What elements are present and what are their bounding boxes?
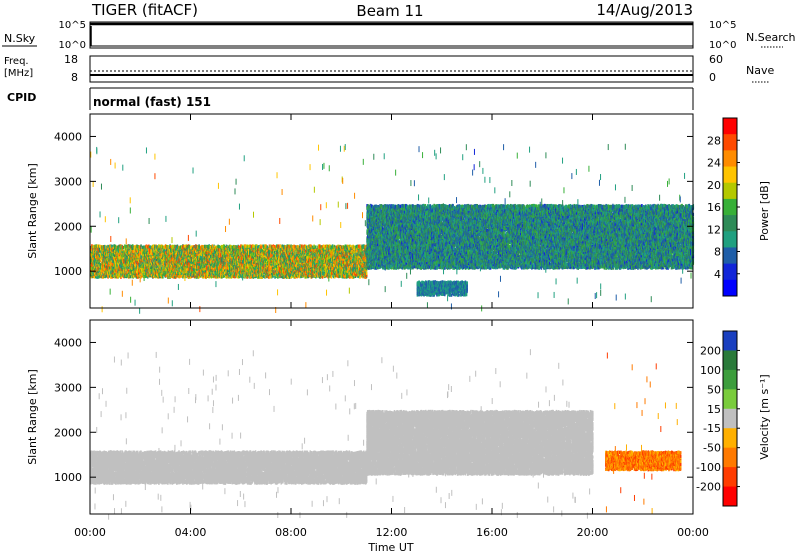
data-cell (96, 249, 98, 254)
data-cell (90, 265, 93, 269)
data-cell (94, 258, 97, 262)
freq-label: Freq. (4, 56, 29, 67)
cpid-label: CPID (7, 91, 36, 104)
beam-title: Beam 11 (356, 2, 423, 20)
data-cell (98, 252, 101, 256)
data-cell (97, 263, 99, 267)
data-cell (98, 272, 100, 277)
data-cell (95, 255, 97, 259)
data-cell (91, 268, 94, 272)
nsky-tick-bottom: 10^0 (59, 40, 86, 51)
data-cell (98, 246, 100, 250)
data-cell (93, 256, 96, 260)
nave-tick-top: 60 (709, 53, 723, 66)
data-cell (98, 261, 100, 265)
data-cell (91, 259, 94, 263)
data-cell (93, 262, 96, 267)
nsearch-label: N.Search (746, 31, 796, 44)
power-marks (90, 143, 695, 314)
data-cell (99, 259, 102, 263)
radar-title: TIGER (fitACF) (91, 1, 198, 19)
nave-label: Nave (746, 64, 774, 77)
freq-panel: Freq. [MHz] 18 8 60 0 Nave (4, 53, 774, 84)
data-cell (90, 254, 92, 259)
freq-tick-bottom: 8 (71, 71, 78, 84)
data-cell (91, 266, 94, 270)
data-cell (97, 269, 99, 274)
freq-unit: [MHz] (4, 68, 33, 79)
data-cell (92, 247, 95, 251)
data-cell (91, 252, 94, 257)
data-cell (90, 275, 93, 279)
nsky-panel: N.Sky 10^5 10^0 10^5 10^0 N.Search (2, 20, 796, 51)
freq-tick-top: 18 (64, 53, 78, 66)
nsky-label: N.Sky (4, 32, 36, 45)
nave-tick-bottom: 0 (709, 71, 716, 84)
data-cell (98, 244, 101, 248)
nsearch-tick-top: 10^5 (709, 20, 736, 31)
data-cell (93, 249, 95, 253)
date-title: 14/Aug/2013 (596, 1, 693, 19)
cpid-value: normal (fast) 151 (93, 95, 211, 109)
nsky-tick-top: 10^5 (59, 20, 86, 31)
nsearch-tick-bottom: 10^0 (709, 40, 736, 51)
data-cell (100, 257, 102, 261)
data-cell (140, 244, 142, 248)
cpid-panel: CPID normal (fast) 151 (7, 87, 694, 110)
